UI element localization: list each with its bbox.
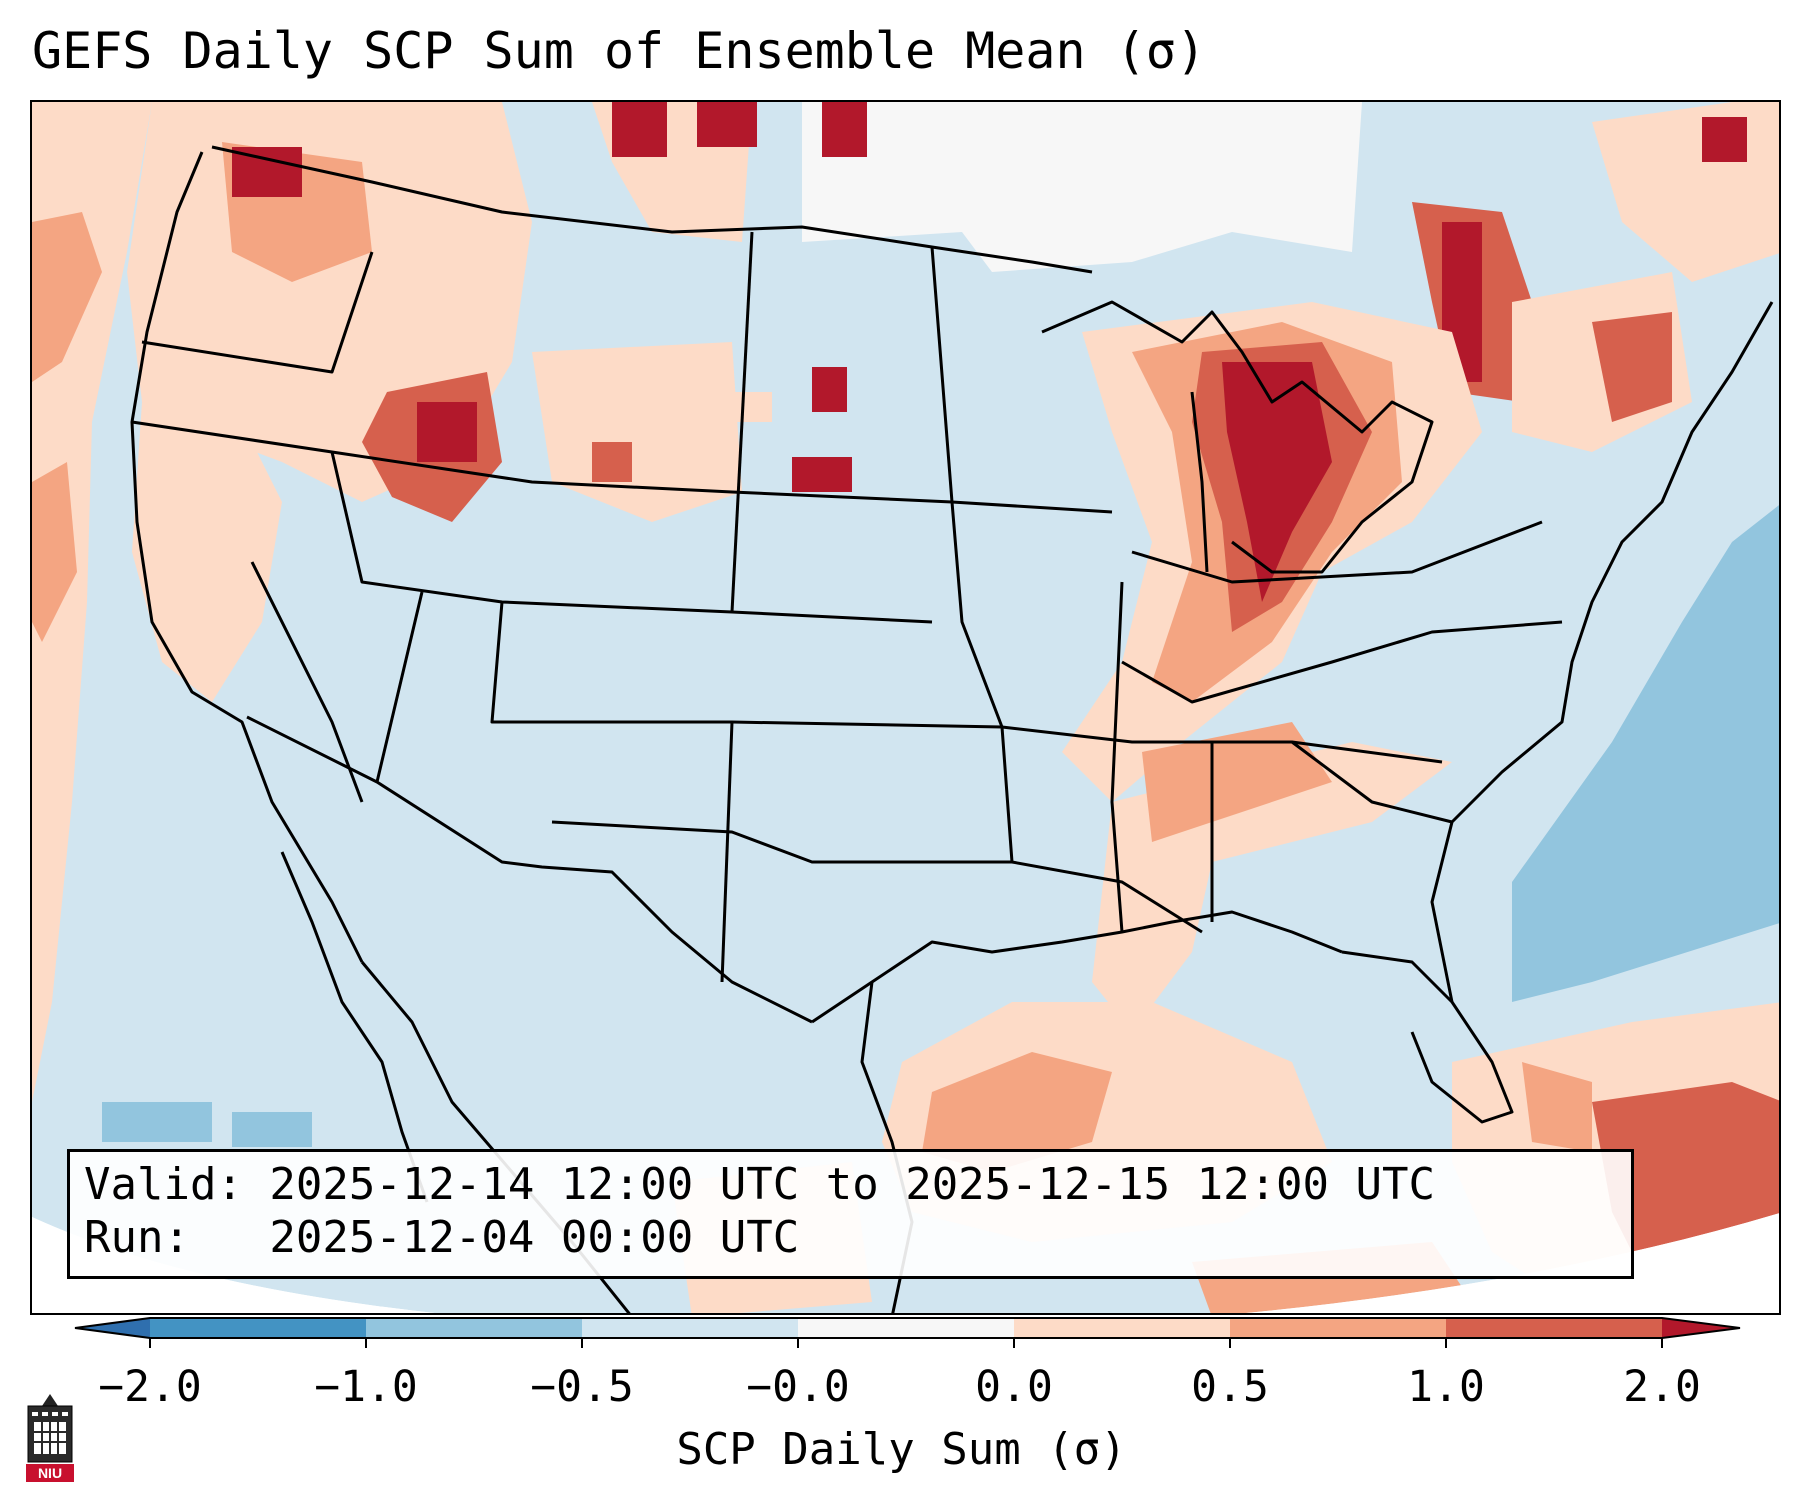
colorbar-bin xyxy=(1446,1318,1662,1338)
colorbar-bin xyxy=(582,1318,798,1338)
colorbar-extend-high xyxy=(1662,1318,1740,1338)
dakotas-positive-patch xyxy=(692,392,772,422)
gulf-moderate-region xyxy=(922,1052,1112,1172)
state-line-oregon-idaho xyxy=(141,251,374,374)
florida-coastline xyxy=(1341,950,1514,1124)
wyoming-positive-region xyxy=(532,342,742,522)
lake-michigan-shore xyxy=(1190,391,1209,573)
california-positive-region xyxy=(132,402,282,702)
colorbar-bin xyxy=(798,1318,1014,1338)
pacific-negative-patch-west xyxy=(102,1102,212,1142)
pacific-moderate-patch-south xyxy=(32,462,77,642)
west-coastline xyxy=(130,151,364,963)
run-time-text: Run: 2025-12-04 00:00 UTC xyxy=(84,1212,800,1263)
pacific-moderate-patch-north xyxy=(32,212,102,382)
colorbar-tick-label: 2.0 xyxy=(1623,1362,1701,1412)
state-line-pennsylvania xyxy=(1131,520,1543,584)
canada-high-patch-far-east xyxy=(822,102,867,157)
boundary-lines xyxy=(130,145,1774,1313)
great-lakes-shoreline xyxy=(1041,300,1434,574)
gulf-coastline xyxy=(811,910,1343,1024)
us-canada-border xyxy=(211,145,1093,274)
pacific-negative-patch-east xyxy=(232,1112,312,1147)
colorbar-ticks xyxy=(149,1338,1663,1348)
colorbar-tick-label: −0.5 xyxy=(530,1362,634,1412)
state-line-arizona xyxy=(375,591,424,783)
state-line-dakotas-west xyxy=(730,231,754,613)
colorbar-tick-label: 0.0 xyxy=(975,1362,1053,1412)
niu-tower-logo: NIU xyxy=(26,1394,74,1482)
canada-high-patch-east xyxy=(697,102,757,147)
valid-time-text: Valid: 2025-12-14 12:00 UTC to 2025-12-1… xyxy=(84,1159,1436,1210)
state-line-minnesota-iowa xyxy=(930,246,1014,863)
maritimes-high-patch xyxy=(1702,117,1747,162)
colorbar-tick-label: 1.0 xyxy=(1407,1362,1485,1412)
map-panel xyxy=(30,100,1781,1315)
baja-coastline xyxy=(280,851,429,1203)
canada-neutral-region xyxy=(802,102,1362,272)
colorbar-tick-label: −0.0 xyxy=(746,1362,850,1412)
colorbar-bin xyxy=(1230,1318,1446,1338)
logo-text: NIU xyxy=(38,1465,62,1481)
state-line-four-corners xyxy=(490,601,1003,729)
canada-high-patch-west xyxy=(612,102,667,157)
state-line-kentucky xyxy=(1121,620,1563,704)
state-line-oklahoma xyxy=(551,820,1012,864)
colorbar-tick-label: −2.0 xyxy=(98,1362,202,1412)
colorbar-bin xyxy=(150,1318,366,1338)
idaho-high-patch xyxy=(417,402,477,462)
colorbar-extend-low xyxy=(75,1318,150,1338)
scp-field-map xyxy=(32,102,1779,1313)
state-line-louisiana xyxy=(1011,860,1203,934)
atlantic-negative-region xyxy=(1512,502,1779,1002)
colorbar-bin xyxy=(366,1318,582,1338)
nebraska-high-patch xyxy=(792,457,852,492)
state-line-nevada xyxy=(250,561,364,803)
off-domain-region xyxy=(32,1213,1779,1313)
wyoming-moderate-patch xyxy=(592,442,632,482)
colorbar xyxy=(74,1317,1741,1348)
valid-run-info-box: Valid: 2025-12-14 12:00 UTC to 2025-12-1… xyxy=(67,1149,1634,1279)
colorbar-tick-label: −1.0 xyxy=(314,1362,418,1412)
south-dakota-high-patch xyxy=(812,367,847,412)
state-line-new-mexico-texas xyxy=(720,721,734,983)
colorbar-bin xyxy=(1014,1318,1230,1338)
tennessee-moderate-region xyxy=(1142,722,1332,842)
state-line-mississippi-alabama xyxy=(1110,581,1124,933)
northeast-moderate-patch xyxy=(1592,312,1672,422)
map-title: GEFS Daily SCP Sum of Ensemble Mean (σ) xyxy=(32,22,1206,80)
michigan-high-region xyxy=(1222,362,1332,602)
bahamas-moderate-patch xyxy=(1522,1062,1592,1152)
state-line-carolinas xyxy=(1291,740,1453,824)
colorbar-label: SCP Daily Sum (σ) xyxy=(676,1424,1127,1475)
colorbar-tick-label: 0.5 xyxy=(1191,1362,1269,1412)
state-line-northern-tier xyxy=(131,420,1113,514)
east-coastline xyxy=(1430,301,1774,1003)
